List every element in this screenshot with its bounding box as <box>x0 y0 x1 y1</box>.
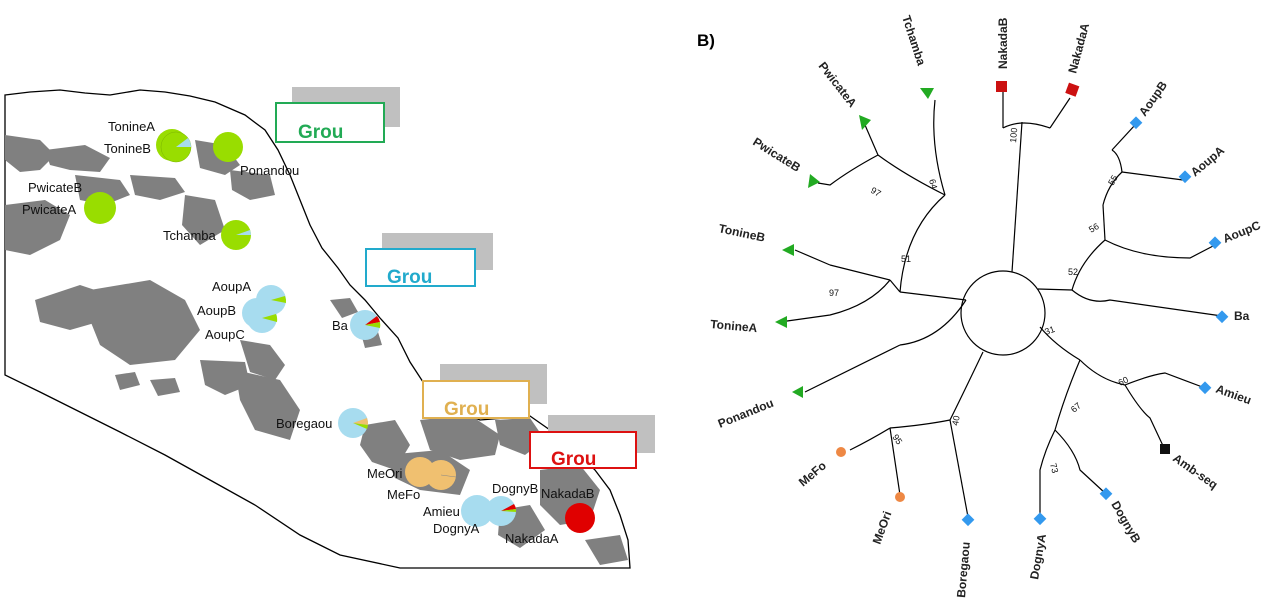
bootstrap-value: 56 <box>1087 221 1101 235</box>
map-panel: Grou Grou Grou Grou <box>4 87 655 569</box>
tip-label-pwicateb: PwicateB <box>750 135 803 175</box>
tip-label-aoupa: AoupA <box>1188 143 1227 179</box>
tip-label-nakadaa: NakadaA <box>1065 21 1092 75</box>
bootstrap-value: 100 <box>1008 127 1019 143</box>
pie-ba <box>350 310 381 340</box>
bootstrap-value: 51 <box>901 254 911 264</box>
bootstrap-value: 97 <box>869 185 883 199</box>
tip-label-mefo: MeFo <box>796 458 829 489</box>
tip-label-nakadab: NakadaB <box>996 17 1010 69</box>
bootstrap-value: 31 <box>1043 324 1056 337</box>
tip-label-pwicatea: PwicateA <box>816 59 860 110</box>
tree-panel: B) <box>697 14 1263 599</box>
tip-label-amieu: Amieu <box>1214 382 1253 408</box>
tip-label-tonineb: TonineB <box>717 221 766 245</box>
tip-labels: NakadaB NakadaA AoupB AoupA AoupC Ba Ami… <box>710 14 1263 599</box>
bootstrap-value: 97 <box>829 288 839 298</box>
site-label-mefo: MeFo <box>387 487 420 502</box>
pie-tchamba <box>221 220 251 250</box>
site-label-dognya: DognyA <box>433 521 480 536</box>
pie-mefo <box>426 460 457 490</box>
site-label-aoupc: AoupC <box>205 327 245 342</box>
bootstrap-value: 40 <box>950 415 962 427</box>
group-label-orange: Grou <box>444 399 489 420</box>
site-label-boregaou: Boregaou <box>276 416 332 431</box>
tip-marker-tonineb <box>782 244 794 256</box>
pie-tonineB <box>160 131 192 163</box>
tip-label-toninea: TonineA <box>710 317 758 335</box>
bootstrap-value: 55 <box>1106 173 1120 187</box>
site-label-pwicatea: PwicateA <box>22 202 77 217</box>
site-label-dognyb: DognyB <box>492 481 538 496</box>
terrain-shapes <box>5 135 628 565</box>
bootstrap-values: 100 55 56 52 31 60 67 73 40 95 97 97 51 … <box>829 127 1130 474</box>
group-label-red: Grou <box>551 449 596 470</box>
tip-marker-nakadaa <box>1065 82 1080 97</box>
tip-label-tchamba: Tchamba <box>899 14 928 68</box>
group-label-box-green: Grou <box>275 87 400 143</box>
site-label-tonineb: TonineB <box>104 141 151 156</box>
bootstrap-value: 95 <box>890 432 904 446</box>
tip-marker-boregaou <box>961 513 975 527</box>
tip-marker-pwicateb <box>808 174 820 188</box>
site-label-nakadaa: NakadaA <box>505 531 559 546</box>
pie-nakada <box>565 503 595 533</box>
tip-marker-meori <box>895 492 905 502</box>
tip-marker-ba <box>1215 310 1229 324</box>
tip-label-ambseq: Amb-seq <box>1170 451 1220 492</box>
tip-label-ba: Ba <box>1234 309 1250 323</box>
tip-marker-aoupa <box>1178 170 1192 184</box>
site-label-amieu: Amieu <box>423 504 460 519</box>
tip-marker-toninea <box>775 316 787 328</box>
bootstrap-value: 64 <box>927 178 939 190</box>
tip-marker-ambseq <box>1160 444 1170 454</box>
tip-marker-aoupb <box>1129 116 1143 130</box>
group-label-box-red: Grou <box>529 415 655 470</box>
site-label-meori: MeOri <box>367 466 403 481</box>
group-label-box-blue: Grou <box>365 233 493 288</box>
tip-label-aoupb: AoupB <box>1136 78 1170 119</box>
bootstrap-value: 52 <box>1068 267 1078 277</box>
group-label-blue: Grou <box>387 267 432 288</box>
panel-b-label: B) <box>697 31 715 50</box>
pie-ponandou <box>213 132 243 162</box>
site-label-ponandou: Ponandou <box>240 163 299 178</box>
pie-boregaou <box>338 408 369 438</box>
tip-marker-tchamba <box>920 88 934 99</box>
tip-marker-dognya <box>1033 512 1047 526</box>
site-label-pwicateb: PwicateB <box>28 180 82 195</box>
bootstrap-value: 67 <box>1069 400 1083 414</box>
tree-root-circle <box>960 270 1046 356</box>
tip-label-boregaou: Boregaou <box>954 541 973 598</box>
pie-markers <box>84 129 595 533</box>
site-label-aoupb: AoupB <box>197 303 236 318</box>
tree-branches <box>779 88 1223 518</box>
group-label-box-orange: Grou <box>422 364 547 420</box>
bootstrap-value: 73 <box>1048 462 1060 474</box>
tip-marker-mefo <box>836 447 846 457</box>
tip-label-dognyb: DognyB <box>1108 499 1143 546</box>
pie-pwicate <box>84 192 116 224</box>
tip-markers <box>775 81 1229 527</box>
tip-marker-pwicatea <box>859 115 871 130</box>
tip-marker-amieu <box>1198 381 1212 395</box>
tip-label-aoupc: AoupC <box>1221 218 1263 246</box>
site-label-toninea: TonineA <box>108 119 155 134</box>
pie-amieu <box>461 495 493 527</box>
tip-marker-nakadab <box>996 81 1007 92</box>
pie-aoupC <box>247 303 278 333</box>
pie-dognyB <box>486 496 517 526</box>
site-labels: TonineA TonineB Ponandou PwicateB Pwicat… <box>22 119 594 546</box>
site-label-ba: Ba <box>332 318 349 333</box>
group-label-green: Grou <box>298 122 343 143</box>
tip-label-meori: MeOri <box>870 509 895 546</box>
bootstrap-value: 60 <box>1117 375 1130 388</box>
tip-marker-ponandou <box>792 386 803 398</box>
site-label-tchamba: Tchamba <box>163 228 217 243</box>
site-label-nakadab: NakadaB <box>541 486 594 501</box>
tip-label-dognya: DognyA <box>1027 532 1049 580</box>
site-label-aoupa: AoupA <box>212 279 251 294</box>
tip-label-ponandou: Ponandou <box>716 396 776 431</box>
